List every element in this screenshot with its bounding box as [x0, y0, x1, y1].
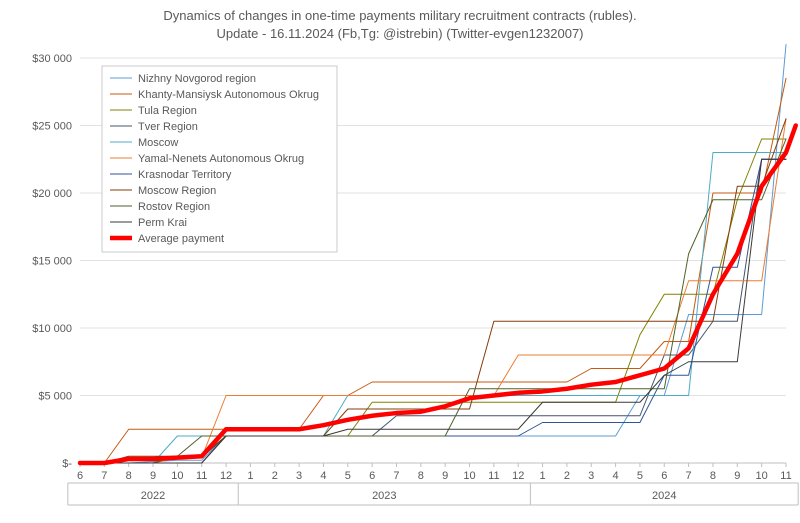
x-tick-label: 7 — [101, 470, 107, 482]
legend-label: Krasnodar Territory — [138, 169, 232, 181]
x-tick-label: 1 — [539, 470, 545, 482]
y-tick-label: $20 000 — [32, 188, 72, 200]
legend-label: Moscow Region — [138, 185, 216, 197]
x-tick-label: 11 — [488, 470, 499, 482]
year-label: 2022 — [141, 490, 165, 502]
y-tick-label: $10 000 — [32, 323, 72, 335]
x-tick-label: 12 — [220, 470, 232, 482]
line-chart: Dynamics of changes in one-time payments… — [0, 0, 800, 523]
y-tick-label: $15 000 — [32, 256, 72, 268]
x-tick-label: 9 — [442, 470, 448, 482]
x-tick-label: 11 — [780, 470, 791, 482]
x-tick-label: 8 — [418, 470, 424, 482]
x-tick-label: 4 — [613, 470, 619, 482]
chart-container: Dynamics of changes in one-time payments… — [0, 0, 800, 523]
x-tick-label: 11 — [196, 470, 207, 482]
x-tick-label: 4 — [320, 470, 326, 482]
x-tick-label: 6 — [661, 470, 667, 482]
x-tick-label: 7 — [686, 470, 692, 482]
x-tick-label: 8 — [126, 470, 132, 482]
y-tick-label: $5 000 — [38, 391, 72, 403]
x-tick-label: 3 — [296, 470, 302, 482]
x-tick-label: 6 — [369, 470, 375, 482]
x-tick-label: 2 — [272, 470, 278, 482]
x-tick-label: 8 — [710, 470, 716, 482]
legend-label: Rostov Region — [138, 201, 210, 213]
x-tick-label: 6 — [77, 470, 83, 482]
y-tick-label: $25 000 — [32, 121, 72, 133]
x-tick-label: 10 — [171, 470, 183, 482]
y-tick-label: $- — [62, 458, 72, 470]
legend-label: Yamal-Nenets Autonomous Okrug — [138, 153, 304, 165]
x-tick-label: 5 — [637, 470, 643, 482]
x-tick-label: 9 — [150, 470, 156, 482]
x-tick-label: 10 — [463, 470, 475, 482]
legend-label: Tula Region — [138, 105, 197, 117]
x-tick-label: 1 — [247, 470, 253, 482]
x-tick-label: 3 — [588, 470, 594, 482]
year-label: 2023 — [372, 490, 396, 502]
legend-label: Average payment — [138, 233, 224, 245]
x-tick-label: 5 — [345, 470, 351, 482]
legend-label: Moscow — [138, 137, 178, 149]
legend-label: Khanty-Mansiysk Autonomous Okrug — [138, 89, 319, 101]
x-tick-label: 10 — [756, 470, 768, 482]
chart-title-2: Update - 16.11.2024 (Fb,Tg: @istrebin) (… — [216, 26, 583, 41]
x-tick-label: 12 — [512, 470, 524, 482]
legend-label: Tver Region — [138, 121, 198, 133]
legend-label: Perm Krai — [138, 217, 187, 229]
y-tick-label: $30 000 — [32, 53, 72, 65]
x-tick-label: 2 — [564, 470, 570, 482]
legend-label: Nizhny Novgorod region — [138, 73, 256, 85]
x-tick-label: 9 — [734, 470, 740, 482]
chart-title-1: Dynamics of changes in one-time payments… — [163, 8, 636, 23]
year-label: 2024 — [652, 490, 676, 502]
x-tick-label: 7 — [393, 470, 399, 482]
